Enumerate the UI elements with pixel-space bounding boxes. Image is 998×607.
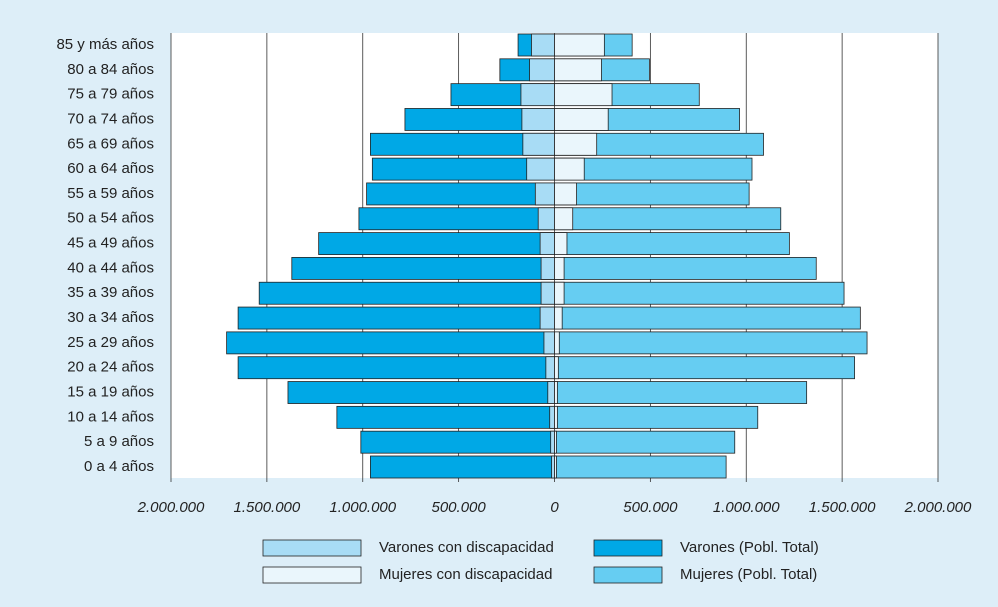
bar (554, 381, 558, 404)
bar (554, 182, 750, 206)
bar (554, 356, 559, 380)
bar (543, 331, 555, 355)
bar (237, 306, 555, 330)
bar (366, 182, 555, 206)
y-tick-label: 30 a 34 años (67, 309, 154, 326)
bar (554, 58, 602, 82)
bar (539, 232, 555, 255)
x-tick-label: 2.000.000 (904, 499, 972, 516)
x-tick-label: 500.000 (623, 499, 678, 516)
y-tick-label: 0 a 4 años (84, 458, 154, 475)
bar (237, 356, 555, 380)
bar (554, 281, 845, 305)
y-tick-label: 50 a 54 años (67, 210, 154, 227)
bar (318, 232, 555, 255)
y-tick-label: 20 a 24 años (67, 359, 154, 376)
bar (554, 306, 563, 330)
bar (554, 430, 736, 454)
bar (554, 157, 585, 181)
bar (520, 83, 555, 107)
bar (336, 405, 555, 429)
bar (554, 306, 861, 330)
bar (554, 455, 727, 479)
bar (554, 132, 598, 156)
bar (551, 455, 555, 479)
bar (529, 58, 555, 82)
bar (554, 207, 574, 231)
y-tick-label: 55 a 59 años (67, 185, 154, 202)
bar (540, 257, 555, 280)
legend-swatch (262, 539, 362, 557)
bar (554, 207, 782, 231)
bar (549, 405, 555, 429)
bar (526, 157, 555, 181)
y-tick-label: 40 a 44 años (67, 259, 154, 276)
bar (258, 281, 555, 305)
bar (554, 232, 568, 255)
bar (360, 430, 555, 454)
x-tick-label: 1.000.000 (713, 499, 780, 516)
y-tick-label: 85 y más años (56, 36, 154, 53)
bar (540, 281, 555, 305)
bar (531, 33, 555, 57)
y-tick-label: 5 a 9 años (84, 433, 154, 450)
y-tick-label: 70 a 74 años (67, 110, 154, 127)
bar (291, 257, 555, 280)
bar (554, 430, 557, 454)
bar (550, 430, 555, 454)
y-tick-label: 60 a 64 años (67, 160, 154, 177)
bar (554, 331, 560, 355)
bar (537, 207, 555, 231)
bar (226, 331, 555, 355)
bar (554, 405, 759, 429)
bar (539, 306, 555, 330)
bar (554, 381, 808, 404)
bar (547, 381, 555, 404)
bar (370, 455, 555, 479)
y-tick-label: 65 a 69 años (67, 135, 154, 152)
legend-label: Varones con discapacidad (379, 539, 554, 556)
legend-swatch (593, 539, 663, 557)
x-tick-label: 2.000.000 (137, 499, 205, 516)
legend-swatch (593, 566, 663, 584)
bar (554, 455, 557, 479)
bar (554, 182, 577, 206)
bar (534, 182, 555, 206)
bar (554, 83, 613, 107)
y-tick-label: 75 a 79 años (67, 86, 154, 103)
x-tick-label: 0 (550, 499, 559, 516)
x-tick-label: 1.000.000 (329, 499, 396, 516)
y-tick-label: 80 a 84 años (67, 61, 154, 78)
bar (554, 232, 790, 255)
bar (554, 281, 565, 305)
x-tick-label: 1.500.000 (809, 499, 876, 516)
bar (554, 356, 855, 380)
y-tick-label: 10 a 14 años (67, 408, 154, 425)
bar (554, 257, 817, 280)
bar (554, 331, 868, 355)
legend-swatch (262, 566, 362, 584)
bar (521, 108, 555, 131)
bar (554, 405, 558, 429)
bar (554, 33, 605, 57)
x-tick-label: 1.500.000 (234, 499, 301, 516)
y-tick-label: 25 a 29 años (67, 334, 154, 351)
y-tick-label: 45 a 49 años (67, 235, 154, 252)
y-tick-label: 15 a 19 años (67, 383, 154, 400)
legend-label: Varones (Pobl. Total) (680, 539, 819, 556)
x-tick-label: 500.000 (432, 499, 487, 516)
bar (358, 207, 555, 231)
legend-label: Mujeres con discapacidad (379, 566, 552, 583)
bar (545, 356, 555, 380)
bar (522, 132, 555, 156)
y-tick-label: 35 a 39 años (67, 284, 154, 301)
bar (287, 381, 555, 404)
bar (554, 108, 609, 131)
legend-label: Mujeres (Pobl. Total) (680, 566, 817, 583)
bar (554, 257, 565, 280)
